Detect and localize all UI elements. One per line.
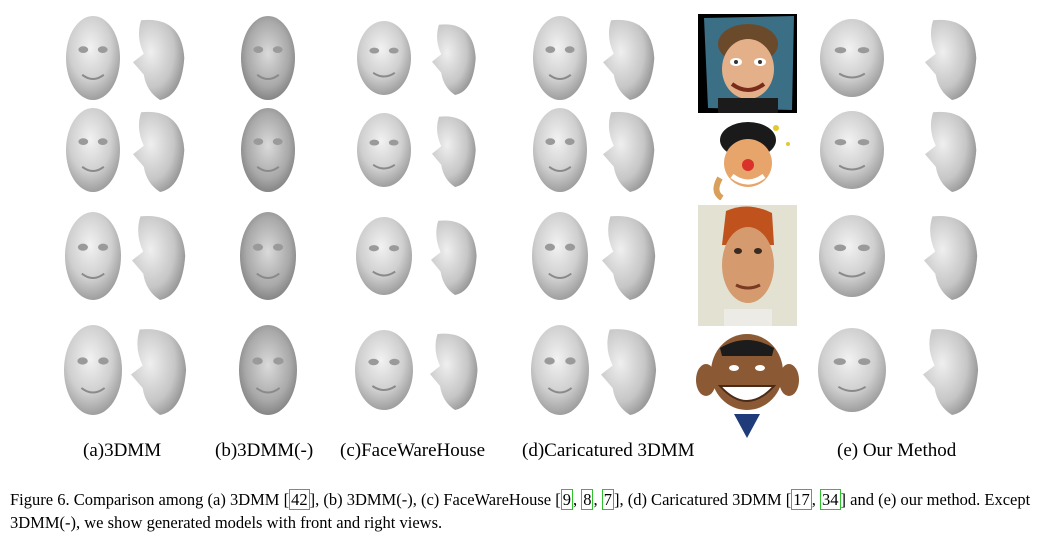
face-mesh-our-method-side: [925, 111, 977, 192]
citation-link[interactable]: 42: [289, 489, 310, 510]
face-mesh-our-method-side: [923, 329, 979, 415]
face-mesh-our-method-front: [818, 328, 886, 412]
citation-link[interactable]: 9: [560, 489, 573, 510]
label-3dmm-minus: (b)3DMM(-): [215, 440, 314, 461]
face-mesh-facewarehouse-front: [355, 330, 413, 410]
face-mesh-3dmm-side: [133, 19, 185, 100]
face-mesh-facewarehouse-side: [432, 24, 476, 95]
face-mesh-3dmm-front: [65, 212, 121, 300]
face-mesh-3dmm-side: [132, 216, 186, 300]
caption-text: Figure 6. Comparison among (a) 3DMM [: [10, 490, 290, 509]
face-mesh-facewarehouse-front: [357, 113, 411, 187]
face-mesh-our-method-front: [820, 111, 884, 189]
face-mesh-3dmm-minus: [240, 212, 296, 300]
label-caricatured-3dmm: (d)Caricatured 3DMM: [522, 440, 695, 461]
face-mesh-3dmm-side: [131, 329, 187, 415]
face-mesh-caricatured-side: [603, 19, 655, 100]
face-mesh-our-method-side: [925, 19, 977, 100]
caption-text: ,: [572, 490, 582, 509]
citation-link[interactable]: 8: [581, 489, 594, 510]
caricature-photo-2: [698, 118, 797, 200]
figure-caption: Figure 6. Comparison among (a) 3DMM [42]…: [10, 488, 1056, 534]
face-mesh-our-method-side: [924, 216, 978, 300]
face-mesh-our-method-front: [820, 19, 884, 97]
face-mesh-our-method-front: [819, 215, 885, 297]
caption-text: ], (d) Caricatured 3DMM [: [613, 490, 792, 509]
caption-text: ] and (e) our method. Except 3DMM(-), we…: [10, 490, 1031, 532]
face-mesh-3dmm-minus: [239, 325, 297, 415]
caption-text: ,: [811, 490, 821, 509]
face-mesh-caricatured-front: [532, 212, 588, 300]
label-our-method: (e) Our Method: [837, 440, 957, 461]
citation-link[interactable]: 7: [601, 489, 614, 510]
citation-link[interactable]: 34: [820, 489, 841, 510]
face-mesh-caricatured-front: [531, 325, 589, 415]
face-mesh-3dmm-front: [64, 325, 122, 415]
face-mesh-caricatured-side: [603, 111, 655, 192]
caption-text: ,: [593, 490, 602, 509]
face-mesh-3dmm-minus: [241, 16, 295, 100]
face-mesh-3dmm-front: [66, 16, 120, 100]
face-mesh-facewarehouse-front: [356, 217, 412, 295]
face-mesh-3dmm-minus: [241, 108, 295, 192]
caricature-photo-4: [696, 330, 799, 438]
face-mesh-caricatured-front: [533, 108, 587, 192]
face-mesh-facewarehouse-side: [432, 116, 476, 187]
face-mesh-facewarehouse-side: [430, 333, 478, 410]
face-mesh-3dmm-side: [133, 111, 185, 192]
face-mesh-facewarehouse-side: [431, 220, 477, 295]
label-3dmm: (a)3DMM: [83, 440, 162, 461]
caricature-photo-3: [698, 205, 797, 326]
face-mesh-facewarehouse-front: [357, 21, 411, 95]
label-facewarehouse: (c)FaceWareHouse: [340, 440, 486, 461]
face-mesh-caricatured-side: [602, 216, 656, 300]
face-mesh-caricatured-front: [533, 16, 587, 100]
citation-link[interactable]: 17: [791, 489, 812, 510]
face-mesh-caricatured-side: [601, 329, 657, 415]
face-mesh-3dmm-front: [66, 108, 120, 192]
caricature-photo-1: [698, 14, 797, 113]
caption-text: ], (b) 3DMM(-), (c) FaceWareHouse [: [309, 490, 561, 509]
